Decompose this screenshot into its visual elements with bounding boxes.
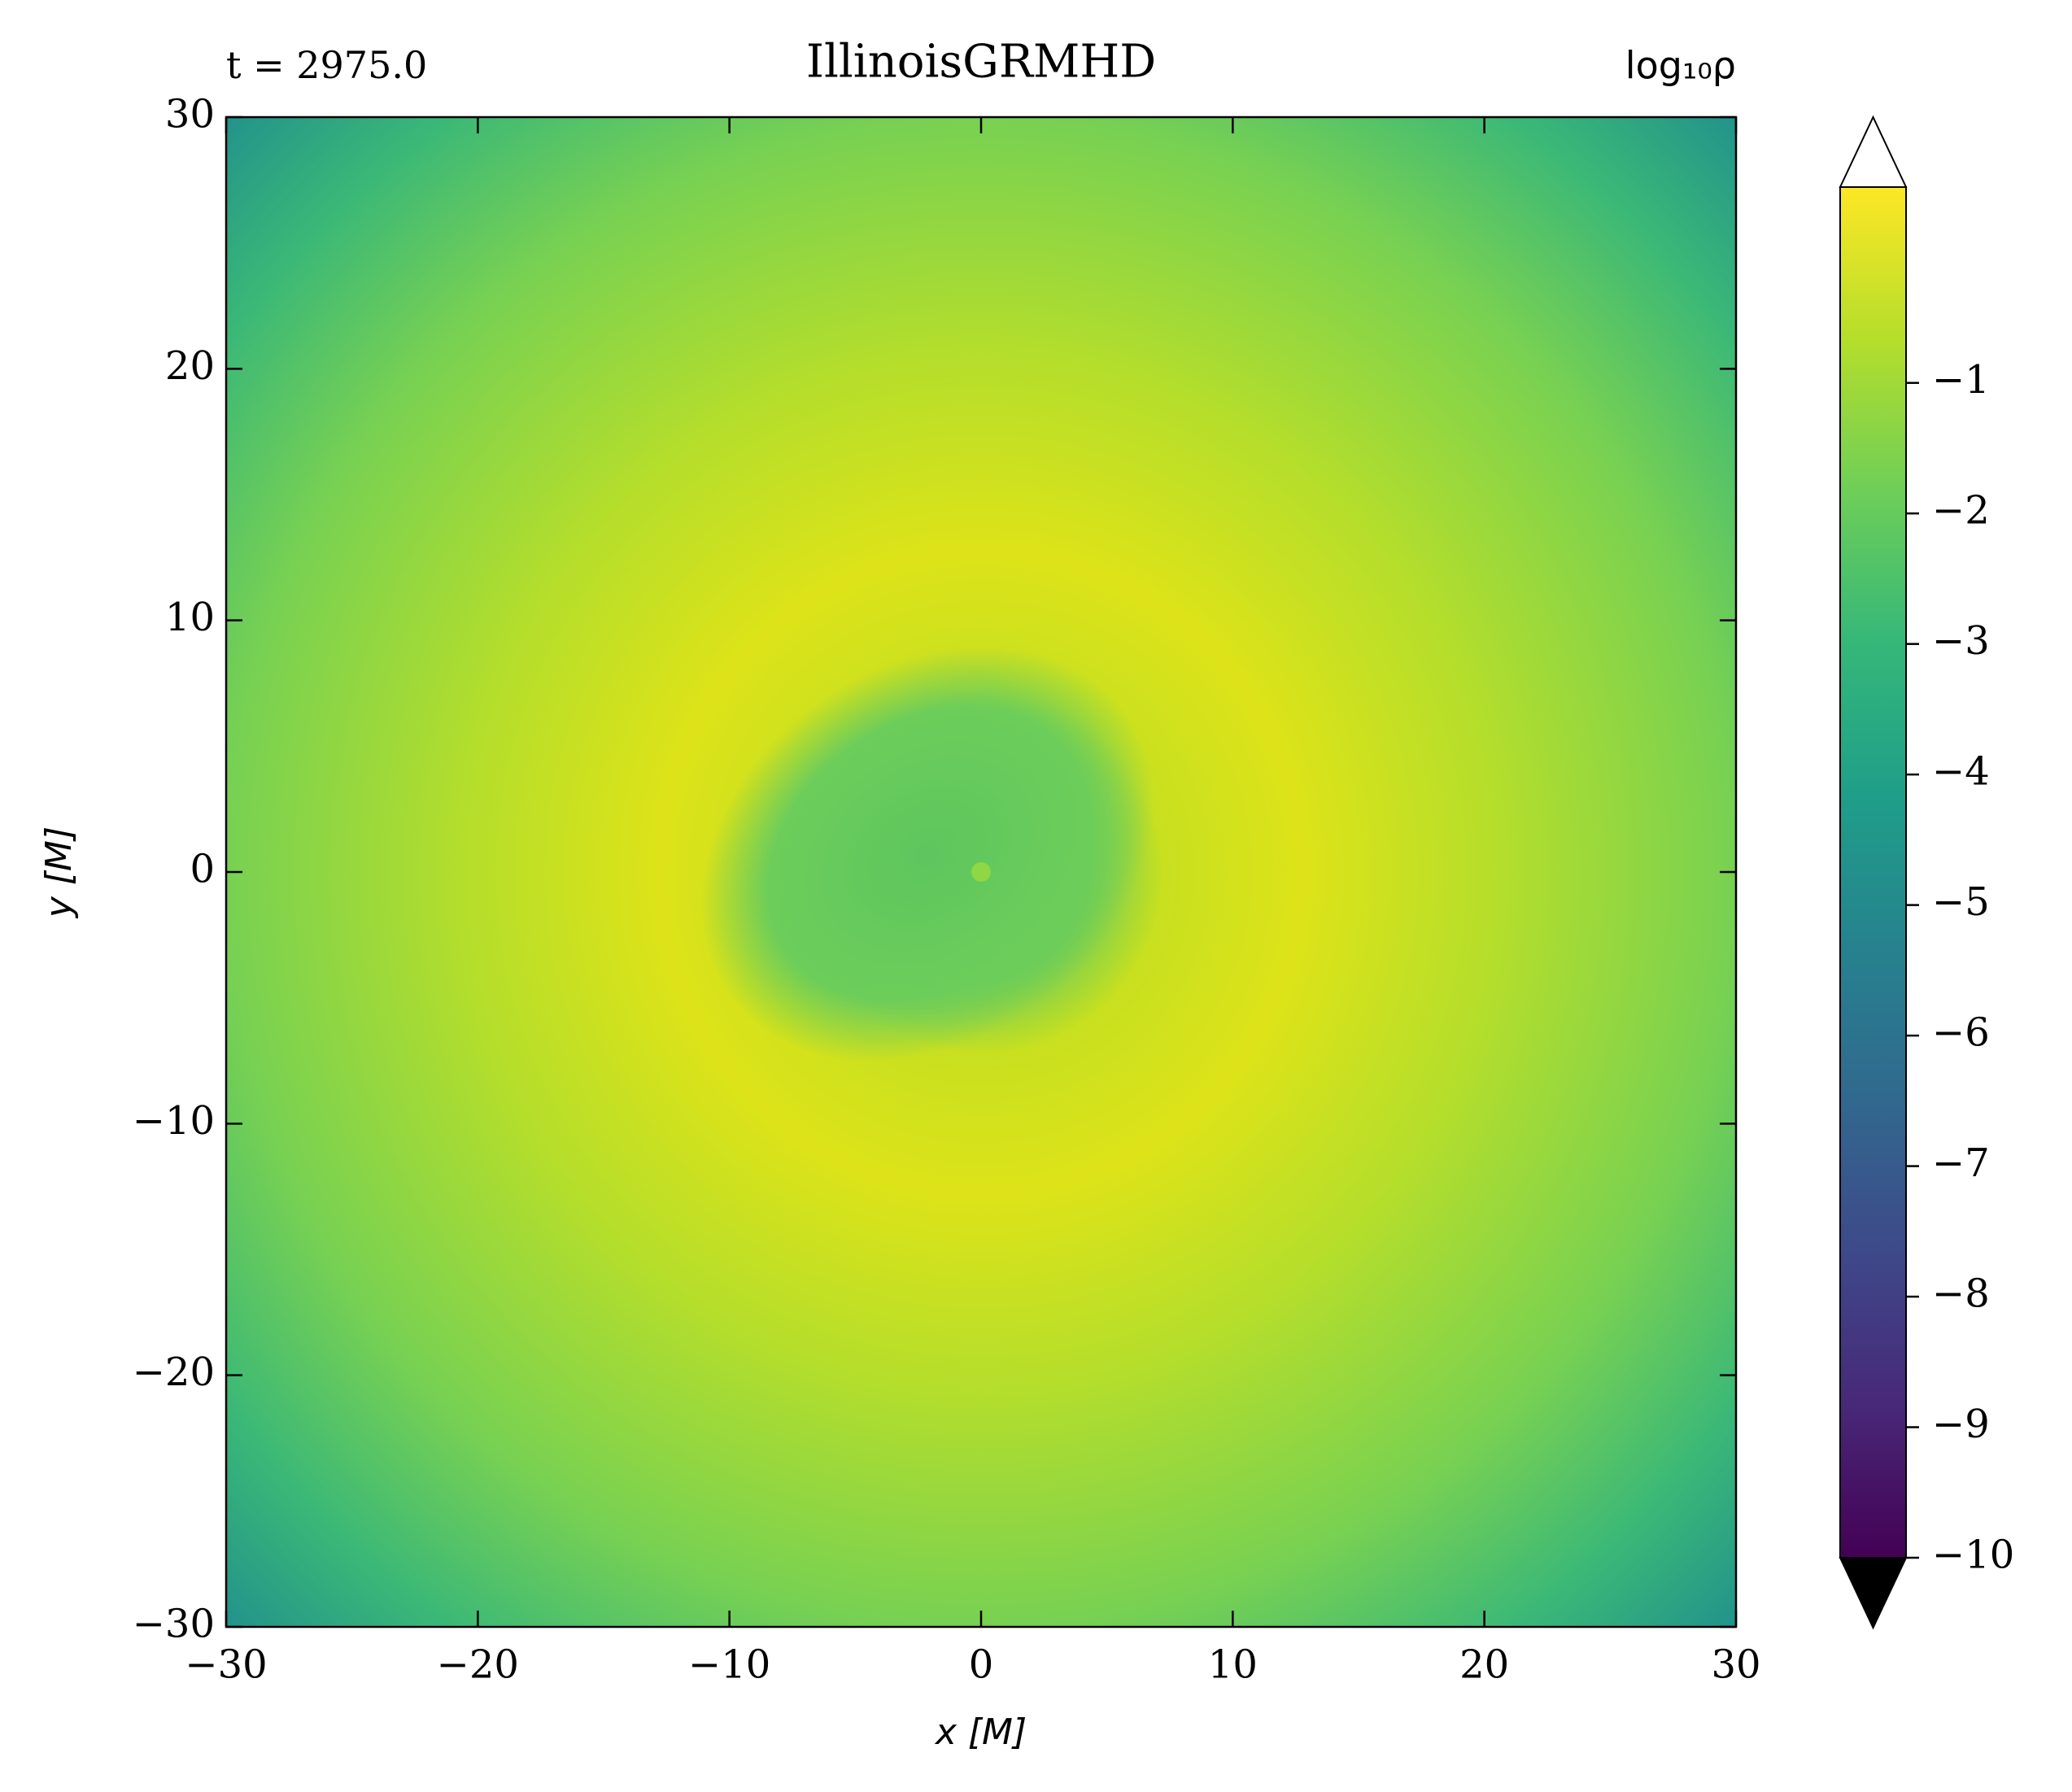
colorbar-tick-label: −2 [1932,488,1990,534]
colorbar-tick-label: −3 [1932,618,1990,664]
y-tick-label: −20 [133,1349,215,1395]
colorbar-tick-label: −10 [1932,1533,2014,1578]
colorbar-tick-label: −5 [1932,879,1990,925]
colorbar-tick-label: −4 [1932,749,1990,795]
y-tick-label: 30 [165,92,215,137]
x-tick-label: −10 [688,1642,770,1688]
quantity-annotation: log₁₀ρ [1625,44,1736,88]
density-field [226,117,1736,1627]
y-tick-label: 0 [190,847,215,892]
x-axis-label: x [M] [934,1711,1027,1753]
y-tick-label: −10 [133,1098,215,1144]
colorbar-tick-label: −6 [1932,1010,1990,1056]
colorbar [1840,187,1906,1558]
colorbar-extend-max [1839,115,1908,188]
colorbar-frame [1839,186,1907,1559]
y-tick-label: −30 [133,1602,215,1647]
colorbar-tick-label: −7 [1932,1140,1990,1186]
y-tick-label: 20 [165,343,215,389]
x-tick-label: −20 [437,1642,519,1688]
x-tick-label: 0 [969,1642,994,1688]
x-tick-label: 30 [1711,1642,1760,1688]
y-axis-label: y [M] [38,826,80,919]
time-annotation: t = 2975.0 [226,43,427,87]
x-tick-label: 20 [1459,1642,1509,1688]
colorbar-tick-label: −1 [1932,357,1990,403]
chart-title: IllinoisGRMHD [806,36,1156,89]
colorbar-extend-min [1839,1557,1908,1630]
colorbar-tick-label: −8 [1932,1271,1990,1317]
x-tick-label: 10 [1208,1642,1258,1688]
y-tick-label: 10 [165,595,215,640]
x-tick-label: −30 [185,1642,267,1688]
colorbar-tick-label: −9 [1932,1402,1990,1447]
